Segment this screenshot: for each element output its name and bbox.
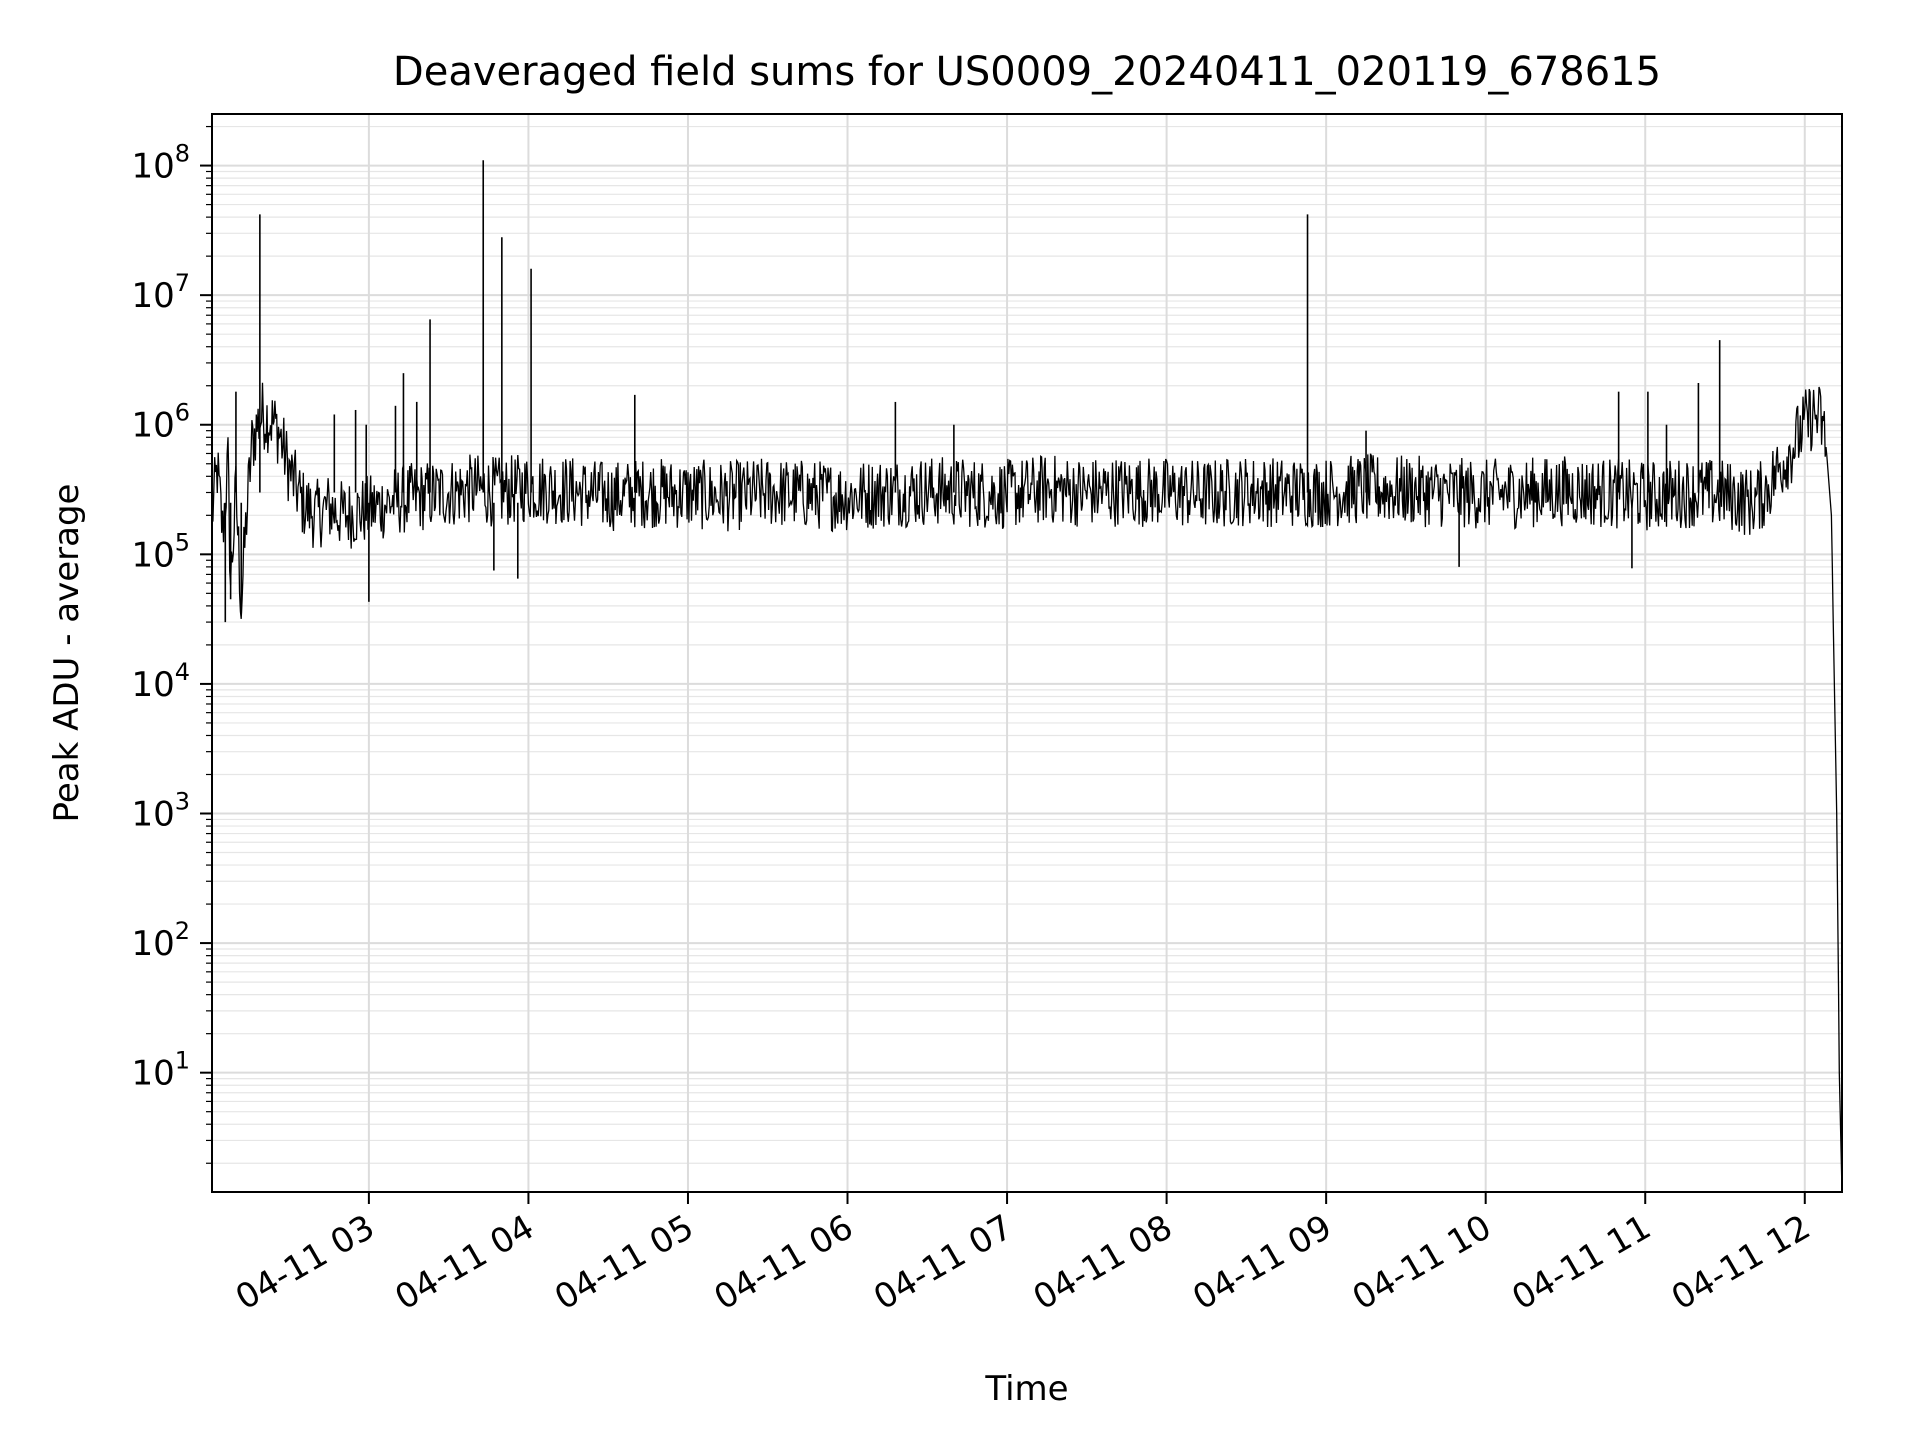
grid bbox=[212, 114, 1842, 1192]
x-axis: 04-11 03 04-11 04 04-11 05 04-11 06 04-11 07… bbox=[229, 1192, 1817, 1318]
y-tick-label: 102 bbox=[131, 917, 190, 964]
x-tick-label: 04-11 06 bbox=[708, 1207, 860, 1318]
y-tick-label: 104 bbox=[131, 658, 190, 705]
x-axis-label: Time bbox=[984, 1369, 1068, 1409]
x-tick-label: 04-11 09 bbox=[1186, 1207, 1338, 1318]
x-tick-label: 04-11 08 bbox=[1027, 1207, 1179, 1318]
y-tick-label: 107 bbox=[131, 269, 190, 316]
x-tick-label: 04-11 03 bbox=[229, 1207, 381, 1318]
y-tick-label: 106 bbox=[131, 399, 190, 446]
y-tick-label: 108 bbox=[131, 140, 190, 187]
y-tick-label: 101 bbox=[131, 1047, 190, 1094]
x-tick-label: 04-11 12 bbox=[1665, 1207, 1817, 1318]
x-tick-label: 04-11 11 bbox=[1505, 1207, 1657, 1318]
plot-frame bbox=[211, 113, 1843, 1193]
data-layer bbox=[211, 160, 1843, 1193]
x-tick-label: 04-11 05 bbox=[548, 1207, 700, 1318]
y-tick-label: 103 bbox=[131, 788, 190, 835]
y-axis: 101 102 103 104 105 106 107 108 bbox=[131, 125, 212, 1164]
y-tick-label: 105 bbox=[131, 528, 190, 575]
x-tick-label: 04-11 10 bbox=[1346, 1207, 1498, 1318]
x-tick-label: 04-11 04 bbox=[389, 1207, 541, 1318]
series-line bbox=[211, 382, 1843, 1193]
y-axis-label: Peak ADU - average bbox=[47, 484, 87, 823]
chart-title: Deaveraged field sums for US0009_2024041… bbox=[393, 49, 1661, 95]
x-tick-label: 04-11 07 bbox=[867, 1207, 1019, 1318]
